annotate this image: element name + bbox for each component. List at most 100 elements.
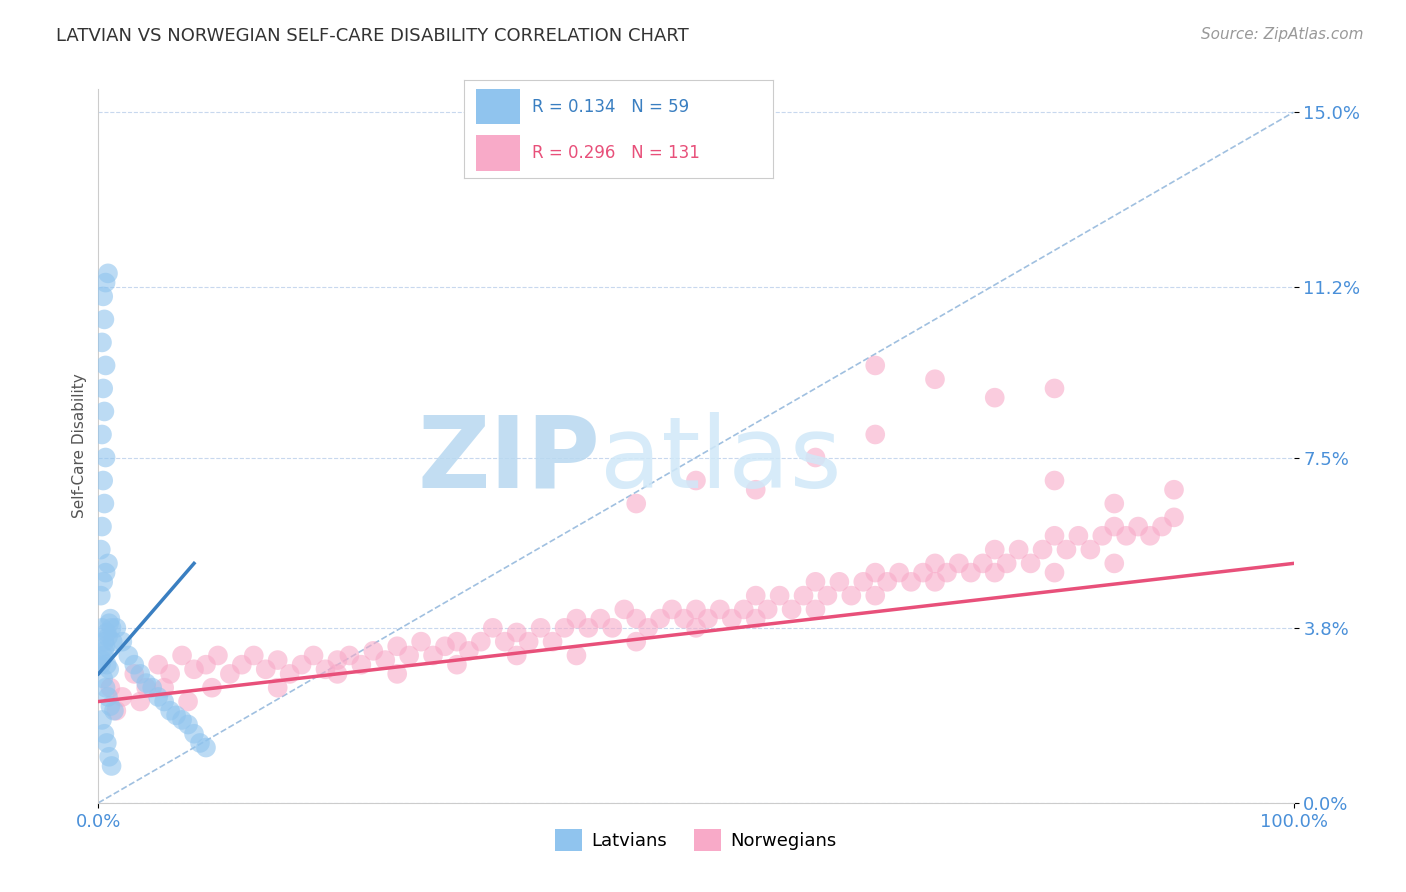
- Point: [1008, 542, 1031, 557]
- Point: [565, 648, 588, 663]
- Point: [165, 708, 187, 723]
- Text: atlas: atlas: [600, 412, 842, 508]
- Point: [685, 128, 707, 143]
- Point: [93, 404, 115, 418]
- Point: [1152, 519, 1174, 533]
- Point: [613, 602, 636, 616]
- Y-axis label: Self-Care Disability: Self-Care Disability: [72, 374, 87, 518]
- Bar: [477, 136, 520, 170]
- Point: [494, 634, 516, 648]
- Point: [195, 657, 218, 672]
- Point: [841, 589, 863, 603]
- Point: [231, 657, 253, 672]
- Point: [995, 557, 1018, 571]
- Point: [94, 450, 117, 465]
- Point: [589, 612, 612, 626]
- Point: [195, 740, 218, 755]
- Point: [865, 566, 887, 580]
- Point: [517, 634, 540, 648]
- Point: [153, 694, 176, 708]
- Point: [91, 519, 114, 533]
- Point: [201, 681, 224, 695]
- Point: [117, 648, 139, 663]
- Point: [721, 612, 744, 626]
- Point: [506, 648, 529, 663]
- Point: [1043, 529, 1066, 543]
- Point: [98, 749, 121, 764]
- Point: [458, 644, 481, 658]
- Point: [697, 612, 720, 626]
- Text: R = 0.134   N = 59: R = 0.134 N = 59: [531, 98, 689, 116]
- Point: [685, 621, 707, 635]
- Point: [91, 474, 114, 488]
- Point: [91, 381, 114, 395]
- Point: [900, 574, 922, 589]
- Point: [177, 717, 200, 731]
- Point: [98, 681, 122, 695]
- Point: [94, 566, 117, 580]
- Point: [984, 391, 1007, 405]
- Point: [482, 621, 505, 635]
- Point: [936, 566, 959, 580]
- Point: [111, 690, 134, 704]
- Point: [94, 276, 117, 290]
- Point: [984, 542, 1007, 557]
- Point: [1080, 542, 1102, 557]
- Point: [91, 713, 114, 727]
- Text: ZIP: ZIP: [418, 412, 600, 508]
- Point: [302, 648, 325, 663]
- Point: [93, 634, 115, 648]
- Point: [506, 625, 529, 640]
- Point: [817, 589, 839, 603]
- Point: [219, 666, 242, 681]
- Point: [745, 483, 768, 497]
- Point: [91, 574, 114, 589]
- Point: [1163, 510, 1185, 524]
- Point: [129, 694, 152, 708]
- Point: [105, 704, 128, 718]
- Point: [103, 704, 125, 718]
- Point: [1163, 483, 1185, 497]
- Point: [865, 589, 887, 603]
- Point: [97, 690, 120, 704]
- Point: [183, 662, 205, 676]
- Point: [148, 690, 170, 704]
- Point: [91, 648, 114, 663]
- Point: [602, 621, 624, 635]
- Point: [661, 602, 683, 616]
- Point: [972, 557, 994, 571]
- Point: [924, 574, 946, 589]
- Point: [94, 640, 117, 654]
- Point: [626, 497, 648, 511]
- Point: [960, 566, 983, 580]
- Point: [96, 625, 118, 640]
- Legend: Latvians, Norwegians: Latvians, Norwegians: [548, 822, 844, 858]
- Point: [374, 653, 396, 667]
- Point: [446, 657, 468, 672]
- Point: [745, 589, 768, 603]
- Point: [350, 657, 373, 672]
- Point: [98, 662, 121, 676]
- Point: [554, 621, 576, 635]
- Point: [159, 704, 181, 718]
- Point: [434, 640, 457, 654]
- Point: [1104, 497, 1126, 511]
- Point: [94, 681, 117, 695]
- Point: [91, 289, 114, 303]
- Point: [96, 736, 118, 750]
- Point: [172, 648, 194, 663]
- Point: [1115, 529, 1137, 543]
- Point: [446, 634, 468, 648]
- Point: [530, 621, 553, 635]
- Point: [793, 589, 815, 603]
- Point: [769, 589, 792, 603]
- Point: [470, 634, 492, 648]
- Point: [422, 648, 444, 663]
- Point: [745, 612, 768, 626]
- Point: [385, 640, 409, 654]
- Point: [93, 644, 115, 658]
- Point: [637, 621, 659, 635]
- Point: [626, 634, 648, 648]
- Point: [709, 602, 731, 616]
- Point: [339, 648, 361, 663]
